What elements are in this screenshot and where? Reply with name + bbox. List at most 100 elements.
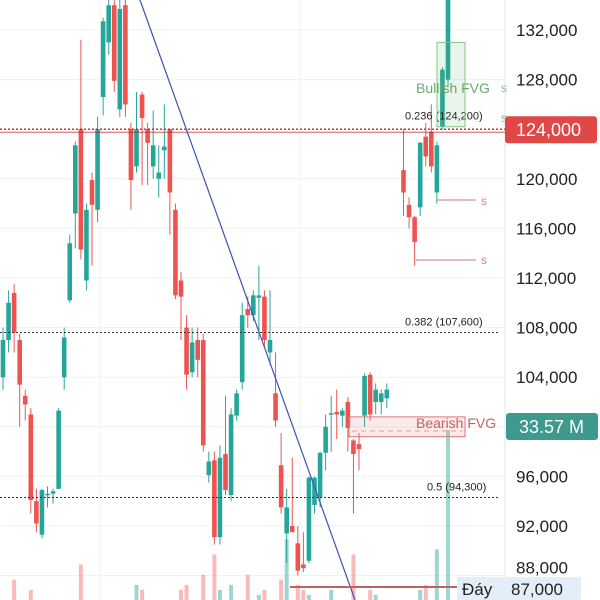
volume-bar	[284, 539, 289, 600]
price-axis[interactable]: 132,000 128,000 120,000 116,000 112,000 108,0…	[505, 21, 598, 578]
bullish-fvg-zone	[436, 41, 466, 128]
candle-body	[145, 129, 150, 143]
candle-body	[401, 170, 406, 193]
price-tick-label: 112,000	[516, 269, 576, 288]
swing-mark: s	[501, 81, 507, 95]
volume-bar	[329, 589, 334, 600]
candle-body	[429, 131, 434, 167]
price-tick-label: 108,000	[516, 319, 577, 338]
candle-body	[378, 393, 384, 402]
candle-body	[28, 414, 34, 500]
candle-body	[39, 490, 45, 535]
candle-body	[117, 8, 123, 110]
candle-body	[22, 395, 28, 405]
candle-body	[245, 309, 251, 316]
volume-bar	[229, 584, 234, 600]
candle-body	[73, 145, 78, 214]
candle-body	[56, 410, 61, 489]
candle-body	[61, 337, 67, 378]
candle-body	[273, 393, 278, 421]
candle-body	[34, 501, 39, 524]
candle-body	[334, 411, 340, 415]
volume-bar	[140, 589, 145, 600]
candle-body	[95, 129, 100, 210]
candle-body	[156, 172, 162, 179]
price-tick-label: 104,000	[516, 368, 577, 387]
volume-bars	[12, 430, 450, 600]
swing-mark: s	[481, 194, 487, 208]
candle-body	[384, 389, 390, 399]
price-tick-label: 92,000	[516, 517, 568, 536]
price-tick-label: 128,000	[516, 71, 577, 90]
volume-bar	[256, 594, 261, 600]
candle-body	[301, 564, 306, 569]
candle-body	[234, 393, 239, 416]
candle-body	[445, 0, 451, 80]
candle-body	[123, 5, 128, 105]
candle-body	[295, 543, 301, 571]
candle-body	[284, 507, 289, 534]
volume-bar	[306, 594, 311, 600]
candle-body	[200, 340, 206, 446]
candle-body	[267, 340, 273, 353]
volume-bar	[28, 589, 33, 600]
candle-body	[312, 477, 317, 505]
candle-body	[289, 526, 295, 533]
volume-bar	[217, 589, 222, 600]
candle-body	[373, 389, 378, 402]
volume-bar	[368, 589, 373, 600]
candle-body	[212, 460, 217, 538]
volume-bar	[262, 589, 267, 600]
candle-body	[195, 340, 200, 360]
candle-body	[50, 491, 56, 494]
candle-body	[251, 295, 256, 316]
candle-body	[111, 5, 117, 81]
bottom-level-value: 87,000	[511, 580, 563, 599]
candle-body	[417, 142, 423, 208]
candle-body	[306, 477, 312, 561]
swing-mark: s	[481, 253, 487, 267]
candle-body	[356, 444, 362, 450]
volume-bar	[134, 584, 139, 600]
volume-bar	[423, 584, 428, 600]
candle-body	[256, 295, 262, 298]
candle-body	[11, 292, 17, 333]
volume-bar	[279, 579, 284, 600]
candle-body	[178, 280, 184, 297]
candle-body	[423, 136, 429, 157]
current-price-badge	[505, 116, 597, 144]
candle-body	[367, 374, 373, 415]
candle-body	[239, 315, 245, 383]
fib-label: 0.5 (94,300)	[427, 481, 486, 493]
bottom-level-label: Đáy	[462, 580, 493, 599]
overlays: 0.236 (124,200) 0.382 (107,600) 0.5 (94,30…	[0, 0, 581, 600]
current-volume-badge	[506, 413, 598, 440]
bottom-level-badge	[457, 577, 581, 600]
volume-bar	[418, 589, 423, 600]
bearish-fvg-zone	[348, 416, 466, 438]
candle-body	[228, 414, 234, 495]
fib-label: 0.236 (124,200)	[405, 111, 483, 123]
price-tick-label: 96,000	[516, 467, 568, 486]
candle-body	[6, 302, 11, 340]
candle-body	[78, 129, 84, 250]
candle-body	[351, 440, 356, 455]
candle-body	[84, 209, 89, 281]
volume-bar	[373, 594, 378, 600]
fib-label: 0.382 (107,600)	[405, 317, 483, 329]
candle-body	[184, 327, 189, 375]
price-tick-label: 88,000	[516, 559, 568, 578]
candle-body	[89, 180, 95, 205]
candle-body	[134, 129, 139, 167]
candle-body	[150, 145, 156, 167]
candle-body	[323, 426, 328, 453]
current-volume-label: 33.57 M	[519, 417, 584, 437]
candle-body	[45, 493, 50, 496]
bearish-fvg-label: Bearish FVG	[416, 415, 496, 431]
current-price-label: 124,000	[516, 120, 581, 140]
volume-bar	[184, 584, 189, 600]
candle-body	[162, 146, 167, 151]
candle-body	[345, 402, 351, 429]
candle-body	[328, 413, 334, 415]
